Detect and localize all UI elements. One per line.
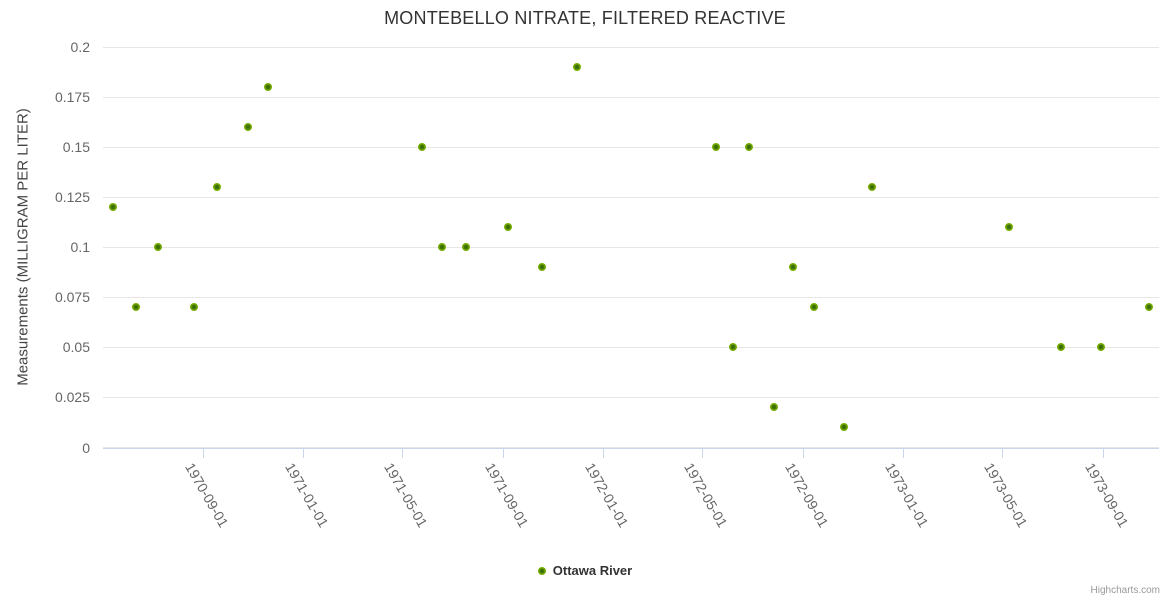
y-gridline [103,146,1159,148]
data-point[interactable] [712,143,721,152]
data-point[interactable] [437,243,446,252]
data-point[interactable] [244,123,253,132]
x-axis-tick-label: 1971-05-01 [380,459,431,530]
y-axis-tick-label: 0.125 [54,189,90,206]
data-point[interactable] [263,83,272,92]
data-point[interactable] [212,183,221,192]
y-axis-tick-label: 0.2 [70,39,90,55]
y-axis-tick-label: 0.1 [70,239,90,256]
x-axis-tick-label: 1970-09-01 [182,459,232,530]
y-gridline [103,396,1159,398]
legend-item-ottawa-river[interactable]: Ottawa River [537,563,633,578]
x-axis-tick [1001,447,1003,458]
legend-series-marker-icon [537,566,546,575]
y-axis-tick-label: 0.15 [62,139,90,156]
y-gridline [103,296,1159,298]
data-point[interactable] [461,243,470,252]
data-point[interactable] [769,403,778,412]
x-axis-tick [903,447,905,458]
y-axis-tick-label: 0.075 [54,289,90,306]
x-axis-tick-label: 1972-05-01 [681,459,732,530]
data-point[interactable] [189,303,198,312]
y-axis-tick-label: 0 [82,439,90,456]
x-axis-tick-label: 1972-09-01 [782,459,833,530]
data-point[interactable] [572,63,581,72]
y-gridline [103,196,1159,198]
x-axis-tick-label: 1971-01-01 [282,459,332,530]
x-axis-tick [303,447,305,458]
x-axis-tick-label: 1973-01-01 [882,459,933,530]
data-point[interactable] [788,263,797,272]
x-axis-tick [702,447,704,458]
data-point[interactable] [109,203,118,212]
data-point[interactable] [809,303,818,312]
x-axis-tick-label: 1972-01-01 [582,459,632,530]
x-axis-tick [502,447,504,458]
y-gridline [103,246,1159,248]
data-point[interactable] [153,243,162,252]
highcharts-credits-link[interactable]: Highcharts.com [1090,585,1160,596]
y-axis-tick-label: 0.175 [54,89,90,106]
y-gridline [103,96,1159,98]
data-point[interactable] [504,223,513,232]
data-point[interactable] [1005,223,1014,232]
data-point[interactable] [729,343,738,352]
data-point[interactable] [868,183,877,192]
data-point[interactable] [745,143,754,152]
y-gridline [103,46,1159,48]
legend-series-label: Ottawa River [552,563,633,578]
x-axis-tick [1103,447,1104,458]
y-axis-tick-label: 0.025 [54,389,90,406]
x-axis-tick [602,447,604,458]
x-axis-tick [401,447,403,458]
data-point[interactable] [418,143,427,152]
data-point[interactable] [538,263,547,272]
data-point[interactable] [839,423,848,432]
x-axis-tick [803,447,805,458]
data-point[interactable] [131,303,140,312]
data-point[interactable] [1057,343,1066,352]
x-axis-tick-label: 1973-09-01 [1082,459,1132,530]
data-point[interactable] [1144,303,1153,312]
x-axis-tick-label: 1971-09-01 [481,459,532,530]
y-gridline [103,346,1159,348]
x-axis-line [103,447,1159,449]
chart-title: MONTEBELLO NITRATE, FILTERED REACTIVE [384,8,786,28]
x-axis-tick-label: 1973-05-01 [981,459,1031,530]
y-axis-tick-label: 0.05 [62,339,90,356]
data-point[interactable] [1097,343,1106,352]
legend: Ottawa River [0,563,1170,578]
x-axis-tick [203,447,204,458]
